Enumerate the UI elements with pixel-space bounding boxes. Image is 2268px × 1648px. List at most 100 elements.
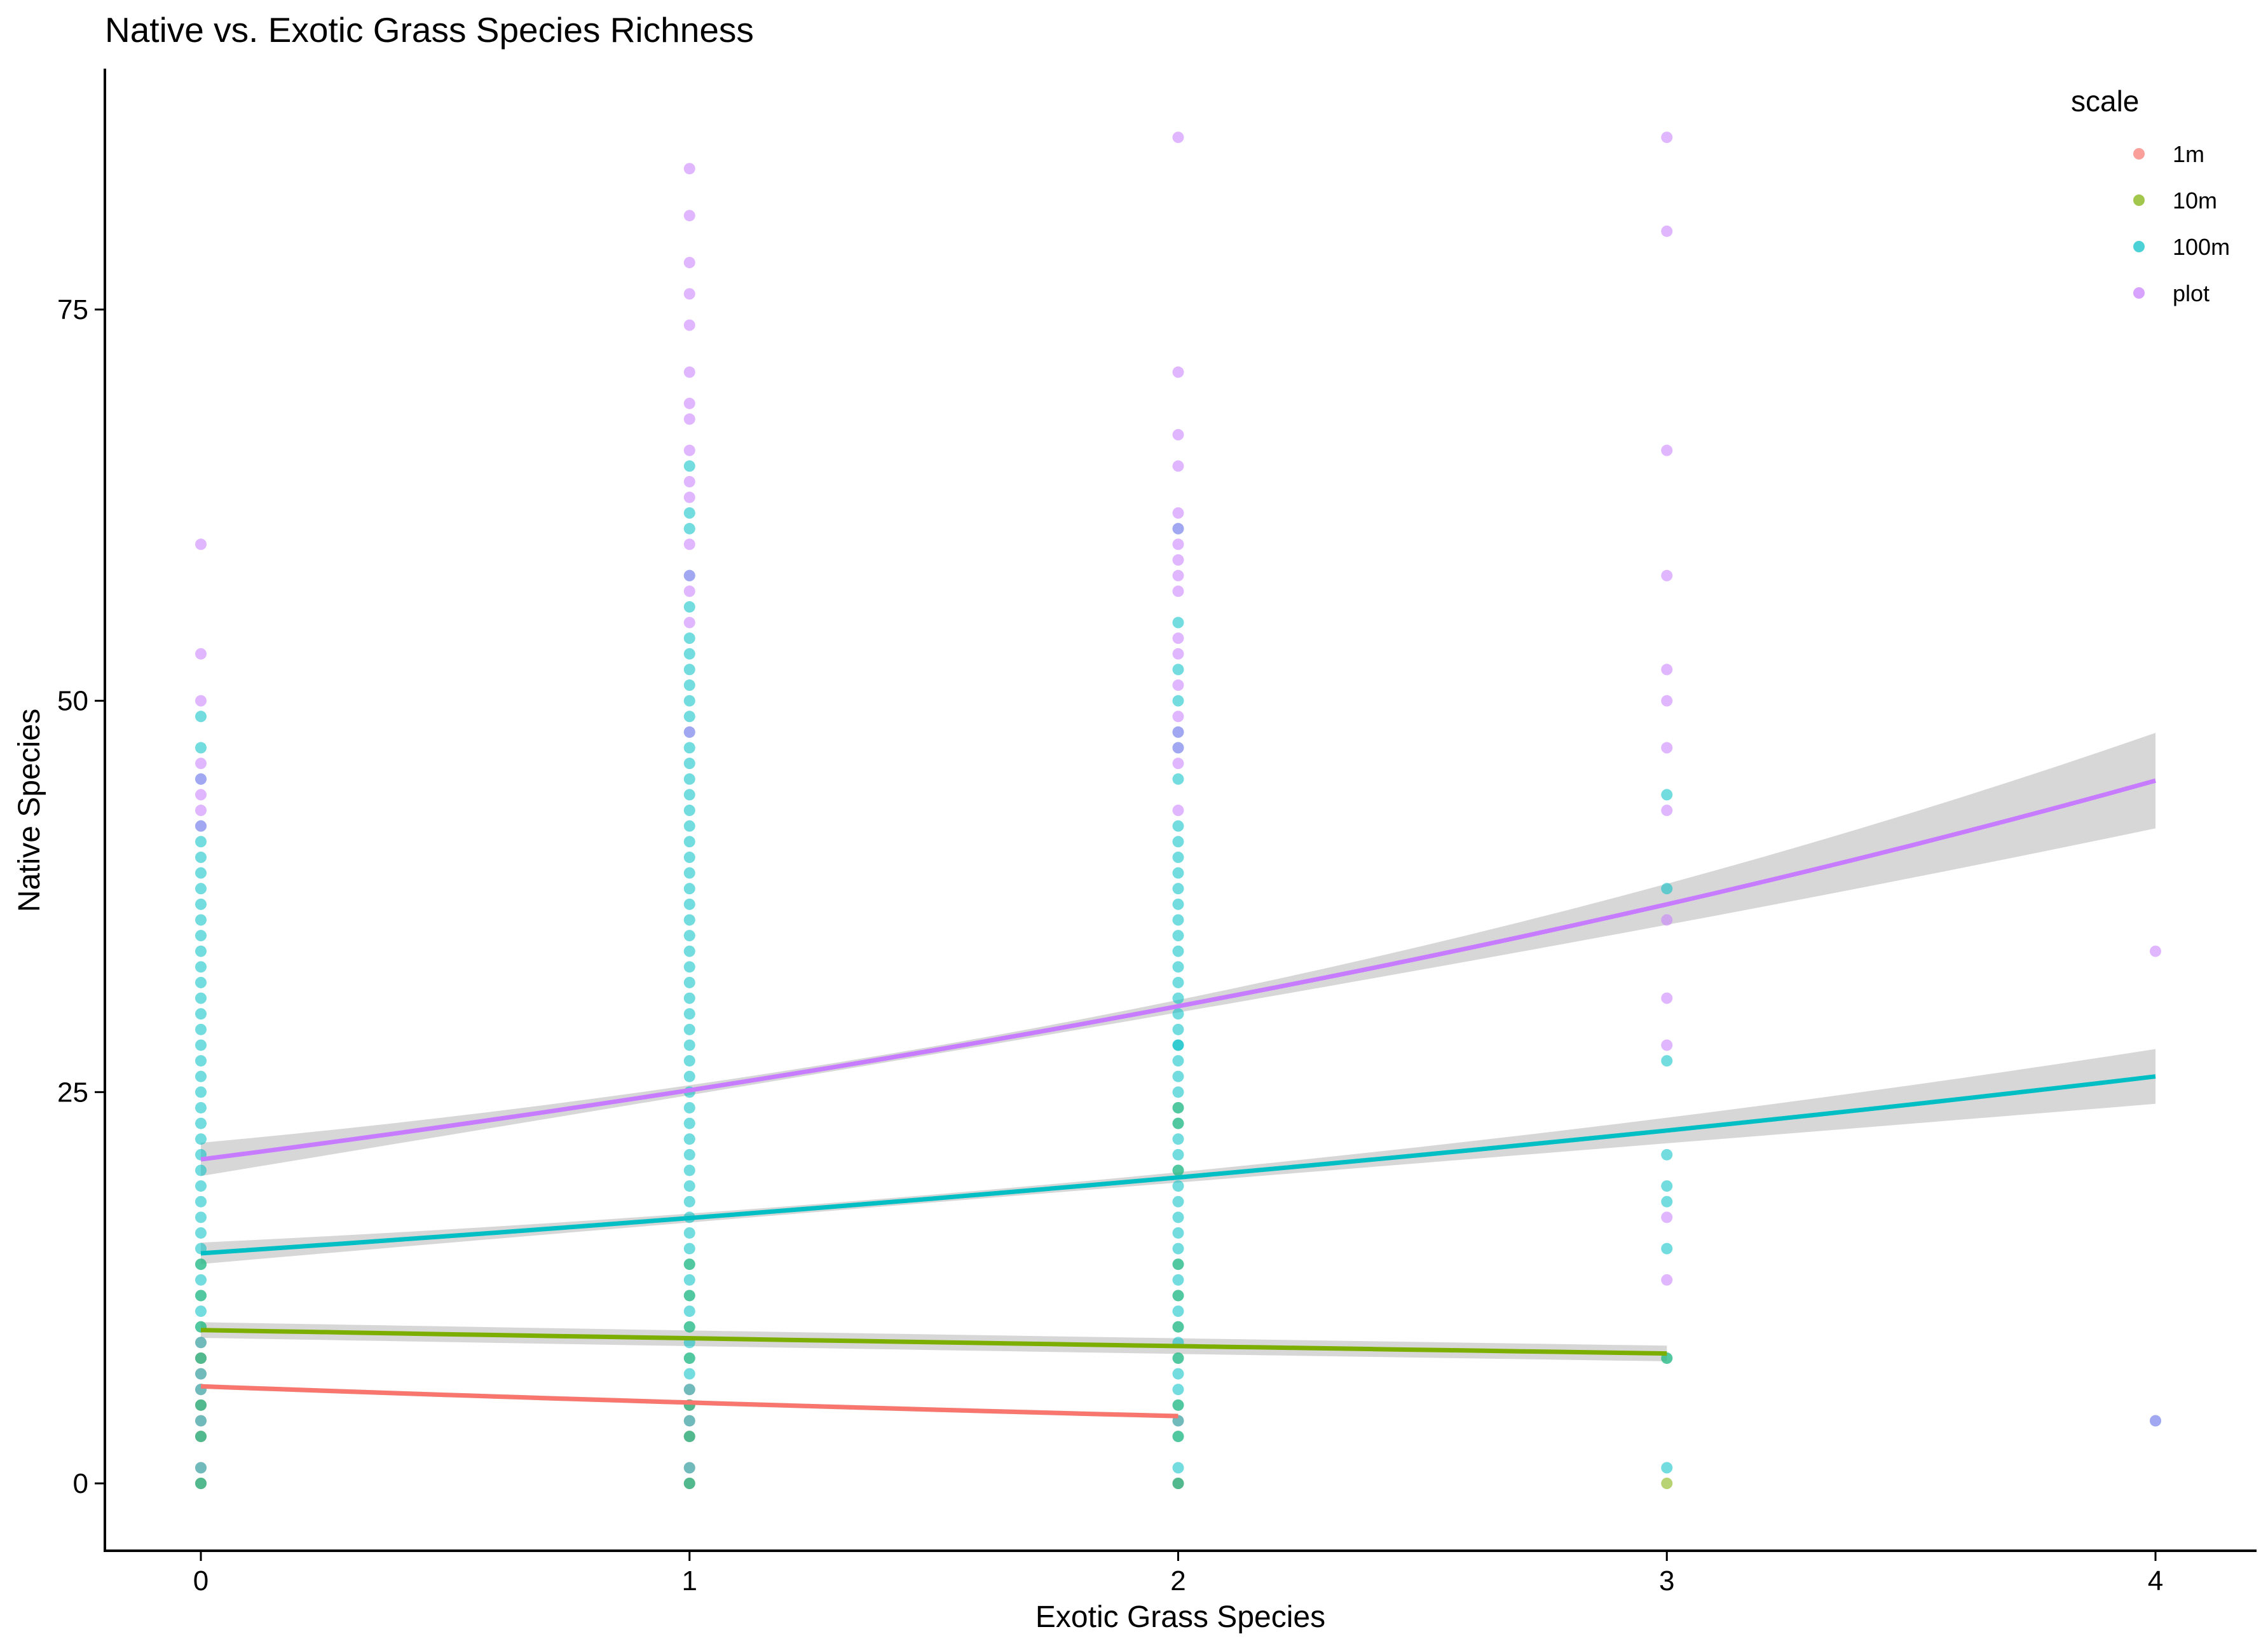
data-point-100m bbox=[1172, 867, 1184, 879]
data-point-plot bbox=[1661, 805, 1673, 817]
data-point-100m bbox=[1172, 930, 1184, 942]
x-tick-label: 3 bbox=[1659, 1565, 1674, 1597]
data-points bbox=[195, 132, 2161, 1489]
data-point-plot bbox=[683, 397, 695, 409]
x-axis-title: Exotic Grass Species bbox=[1035, 1600, 1325, 1634]
data-point-100m bbox=[683, 883, 695, 895]
data-point-100m bbox=[683, 1070, 695, 1082]
y-axis-ticks: 0 25 50 75 bbox=[57, 294, 105, 1499]
data-point-100m bbox=[683, 1305, 695, 1318]
data-point-100m bbox=[683, 945, 695, 957]
data-point-100m bbox=[683, 1431, 695, 1443]
data-point-plot bbox=[1661, 225, 1673, 237]
fit-line-100m bbox=[200, 1074, 2156, 1256]
data-point-100m bbox=[195, 1101, 207, 1113]
data-point-100m bbox=[683, 867, 695, 879]
legend-label-100m: 100m bbox=[2173, 234, 2230, 260]
data-point-plot bbox=[683, 491, 695, 503]
data-point-100m bbox=[195, 1117, 207, 1129]
data-point-100m bbox=[1172, 883, 1184, 895]
data-point-100m bbox=[683, 664, 695, 676]
data-point-100m bbox=[195, 1055, 207, 1067]
data-point-100m bbox=[195, 1274, 207, 1286]
data-point-plot bbox=[1172, 554, 1184, 566]
data-point-100m bbox=[195, 976, 207, 988]
data-point-100m bbox=[195, 930, 207, 942]
data-point-100m bbox=[195, 1305, 207, 1318]
legend-label-1m: 1m bbox=[2173, 141, 2204, 167]
data-point-100m bbox=[195, 867, 207, 879]
data-point-100m bbox=[683, 1274, 695, 1286]
data-point-100m bbox=[1172, 1008, 1184, 1020]
data-point-plot bbox=[1172, 507, 1184, 519]
data-point-100m bbox=[683, 711, 695, 723]
data-point-100m bbox=[195, 1164, 207, 1176]
data-point-plot bbox=[195, 789, 207, 801]
data-point-100m bbox=[195, 1133, 207, 1145]
y-axis-title: Native Species bbox=[13, 709, 46, 912]
data-point-100m bbox=[683, 992, 695, 1004]
data-point-100m bbox=[1172, 773, 1184, 785]
data-point-100m bbox=[1172, 836, 1184, 848]
data-point-100m bbox=[195, 836, 207, 848]
data-point-100m bbox=[1172, 1148, 1184, 1161]
data-point-100m bbox=[683, 1368, 695, 1380]
data-point-100m bbox=[683, 1055, 695, 1067]
data-point-plot bbox=[1661, 695, 1673, 707]
data-point-100m bbox=[195, 1368, 207, 1380]
data-point-100m bbox=[1172, 1352, 1184, 1364]
data-point-plot bbox=[1172, 679, 1184, 691]
data-point-100m bbox=[195, 1290, 207, 1302]
data-point-100m bbox=[1172, 1055, 1184, 1067]
confidence-band-100m bbox=[201, 1049, 2155, 1264]
x-axis-ticks: 0 1 2 3 4 bbox=[193, 1551, 2163, 1597]
data-point-100m bbox=[1172, 914, 1184, 926]
data-point-100m bbox=[1661, 1180, 1673, 1192]
data-point-plot bbox=[1661, 1039, 1673, 1051]
data-point-100m bbox=[195, 1258, 207, 1270]
x-tick-label: 2 bbox=[1170, 1565, 1185, 1597]
data-point-100m bbox=[683, 1243, 695, 1255]
data-point-100m bbox=[683, 460, 695, 472]
data-point-100m bbox=[1172, 1117, 1184, 1129]
data-point-100m bbox=[195, 961, 207, 973]
data-point-100m bbox=[1172, 695, 1184, 707]
data-point-100m bbox=[195, 1478, 207, 1489]
data-point-100m bbox=[683, 976, 695, 988]
data-point-plot bbox=[195, 758, 207, 770]
data-point-plot bbox=[1172, 366, 1184, 378]
data-point-100m bbox=[1172, 1039, 1184, 1051]
data-point-plot bbox=[683, 210, 695, 222]
data-point-plot bbox=[195, 805, 207, 817]
data-point-100m bbox=[683, 601, 695, 613]
data-point-plot bbox=[1661, 1274, 1673, 1286]
data-point-100m bbox=[195, 1431, 207, 1443]
data-point-100m bbox=[683, 914, 695, 926]
data-point-100m bbox=[195, 711, 207, 723]
data-point-100m bbox=[683, 1321, 695, 1333]
data-point-plot bbox=[683, 569, 695, 582]
legend-title: scale bbox=[2071, 85, 2139, 118]
data-point-100m bbox=[1661, 1055, 1673, 1067]
data-point-100m bbox=[195, 883, 207, 895]
data-point-10m bbox=[1661, 1478, 1673, 1489]
data-point-100m bbox=[1661, 1195, 1673, 1208]
chart-title: Native vs. Exotic Grass Species Richness bbox=[105, 10, 754, 50]
data-point-100m bbox=[683, 851, 695, 863]
data-point-plot bbox=[1172, 711, 1184, 723]
data-point-100m bbox=[195, 851, 207, 863]
y-tick-label: 0 bbox=[73, 1468, 88, 1499]
data-point-plot bbox=[683, 319, 695, 331]
data-point-100m bbox=[1661, 883, 1673, 895]
legend-key-10m bbox=[2133, 194, 2145, 206]
data-point-100m bbox=[195, 1211, 207, 1223]
data-point-100m bbox=[683, 1384, 695, 1396]
legend-label-10m: 10m bbox=[2173, 187, 2217, 214]
data-point-100m bbox=[1172, 1399, 1184, 1411]
data-point-100m bbox=[683, 1133, 695, 1145]
data-point-100m bbox=[195, 1462, 207, 1474]
data-point-plot bbox=[1661, 992, 1673, 1004]
data-point-100m bbox=[1172, 820, 1184, 832]
data-point-plot bbox=[683, 616, 695, 629]
data-point-100m bbox=[683, 1290, 695, 1302]
